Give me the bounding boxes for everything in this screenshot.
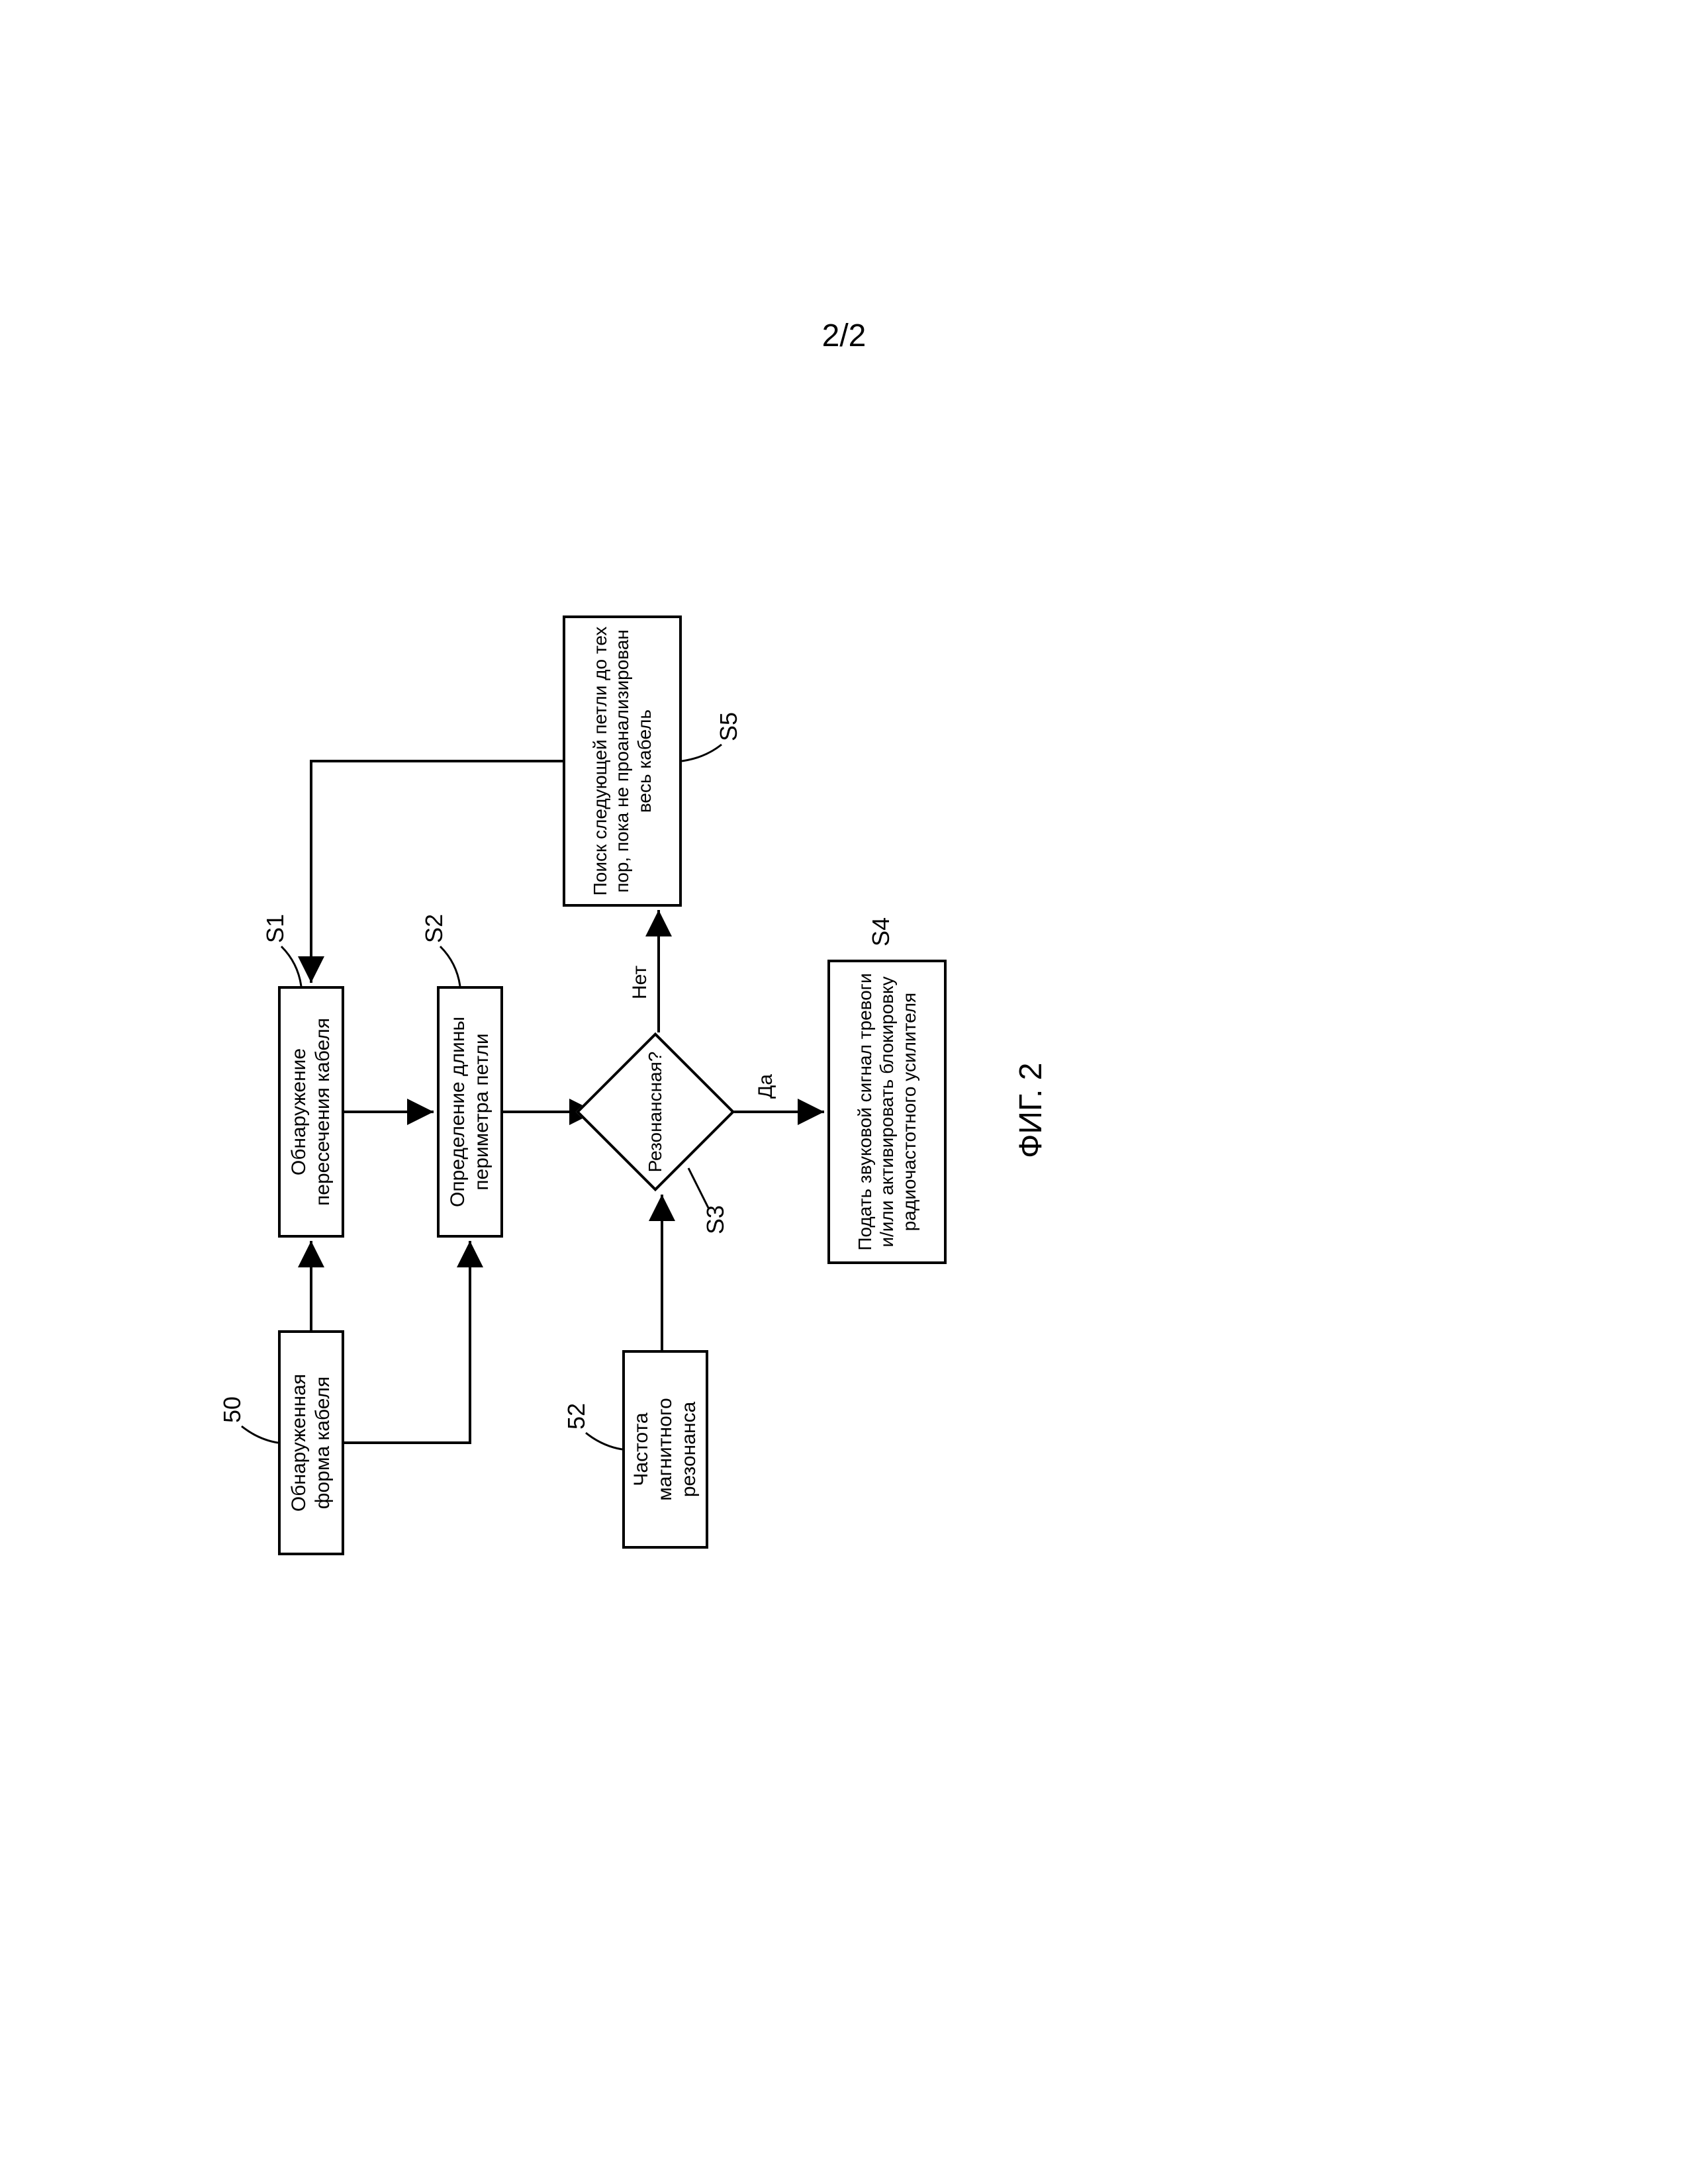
ref-52: 52	[563, 1403, 590, 1430]
node-mr-frequency: Частота магнитного резонанса	[622, 1350, 708, 1549]
ref-s2: S2	[420, 914, 448, 943]
edge-label-yes: Да	[755, 1074, 777, 1099]
page-number: 2/2	[822, 318, 867, 354]
node-50-text: Обнаруженная форма кабеля	[287, 1341, 335, 1545]
ref-s3: S3	[702, 1205, 729, 1234]
node-s1-text: Обнаружение пересечения кабеля	[287, 997, 335, 1227]
figure-label: ФИГ. 2	[1013, 1063, 1049, 1159]
node-search-next-loop: Поиск следующей петли до тех пор, пока н…	[563, 615, 682, 907]
node-s2-text: Определение длины периметра петли	[446, 997, 494, 1227]
node-52-text: Частота магнитного резонанса	[630, 1361, 701, 1538]
edge-label-no: Нет	[629, 966, 651, 999]
node-s5-text: Поиск следующей петли до тех пор, пока н…	[589, 626, 656, 896]
node-s4-text: Подать звуковой сигнал тревоги и/или акт…	[854, 970, 921, 1253]
node-determine-loop-perimeter: Определение длины периметра петли	[437, 986, 503, 1238]
ref-s4: S4	[867, 917, 895, 946]
ref-s5: S5	[715, 712, 743, 741]
node-sound-alarm: Подать звуковой сигнал тревоги и/или акт…	[827, 960, 947, 1264]
node-s3-text: Резонансная?	[645, 1052, 666, 1173]
flowchart-diagram: Обнаруженная форма кабеля 50 Обнаружение…	[199, 576, 1324, 1582]
ref-s1: S1	[261, 914, 289, 943]
node-resonant-decision: Резонансная?	[602, 1032, 708, 1191]
node-detected-cable-shape: Обнаруженная форма кабеля	[278, 1330, 344, 1555]
ref-50: 50	[218, 1396, 246, 1423]
node-detect-cable-crossing: Обнаружение пересечения кабеля	[278, 986, 344, 1238]
